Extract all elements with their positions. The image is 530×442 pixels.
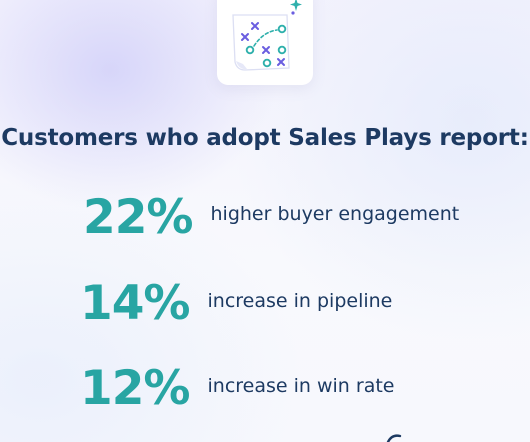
stat-label: increase in win rate xyxy=(207,375,395,397)
stat-value: 14% xyxy=(80,276,190,331)
stat-row: 12% increase in win rate xyxy=(80,365,394,412)
page-headline: Customers who adopt Sales Plays report: xyxy=(1,125,529,151)
stat-row: 22% higher buyer engagement xyxy=(83,194,459,241)
stat-row: 14% increase in pipeline xyxy=(80,280,392,327)
stat-value: 12% xyxy=(80,361,190,416)
sales-play-icon-card xyxy=(217,0,313,85)
stat-value: 22% xyxy=(83,190,193,245)
decorative-arc xyxy=(386,434,402,442)
stat-label: higher buyer engagement xyxy=(210,203,460,225)
sales-play-diagram-icon xyxy=(232,0,302,71)
sparkle-icon xyxy=(290,0,302,15)
stat-label: increase in pipeline xyxy=(207,290,393,312)
